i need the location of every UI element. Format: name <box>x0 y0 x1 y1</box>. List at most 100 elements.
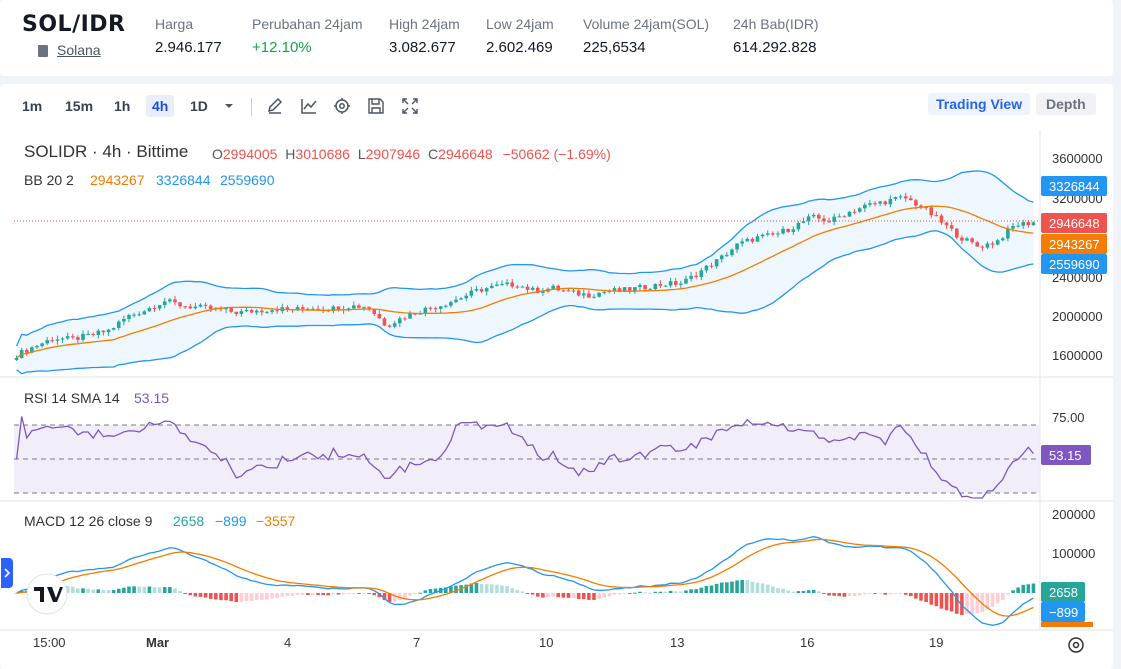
rsi-tag: 53.15 <box>1041 445 1091 465</box>
macd-hist-bar <box>546 593 550 598</box>
save-icon[interactable] <box>367 97 385 115</box>
candle-body <box>822 218 826 222</box>
candle-body <box>653 284 658 290</box>
macd-hist-bar <box>183 593 187 594</box>
candle-body <box>541 291 545 293</box>
candle-body <box>76 337 80 340</box>
depth-button[interactable]: Depth <box>1036 93 1096 115</box>
macd-hist-bar <box>295 593 300 595</box>
macd-histogram <box>14 579 1036 616</box>
stat-label: 24h Bab(IDR) <box>733 16 819 32</box>
macd-hist-bar <box>898 593 903 594</box>
candle-body <box>127 315 131 319</box>
candle-body <box>306 308 310 310</box>
macd-hist-bar <box>893 593 898 594</box>
price-tag-basis-text: 2943267 <box>1049 237 1100 252</box>
stat-volume: Volume 24jam(SOL) 225,6534 <box>583 16 709 56</box>
side-panel-toggle[interactable] <box>1 558 13 588</box>
candle-body <box>515 286 520 288</box>
macd-hist-bar <box>111 590 116 593</box>
candle-body <box>433 308 438 310</box>
macd-hist-bar <box>285 593 290 596</box>
macd-hist-bar <box>244 593 249 601</box>
chevron-down-icon[interactable] <box>222 99 236 113</box>
candle-body <box>331 306 336 312</box>
timeframe-15m[interactable]: 15m <box>65 98 94 114</box>
fullscreen-icon[interactable] <box>401 97 419 115</box>
time-tick: 4 <box>284 635 291 650</box>
timeframe-4h[interactable]: 4h <box>146 95 175 117</box>
macd-hist-bar <box>719 582 724 593</box>
macd-hist-bar <box>1006 593 1010 595</box>
price-tag-lower-text: 2559690 <box>1049 257 1100 272</box>
candle-body <box>975 242 980 247</box>
candle-body <box>285 307 290 310</box>
macd-hist-bar <box>331 593 336 595</box>
macd-legend-signal: −3557 <box>256 513 296 529</box>
candle-body <box>352 305 356 309</box>
chart-settings-icon[interactable] <box>1068 637 1084 653</box>
price-tag-last-text: 2946648 <box>1049 216 1100 231</box>
timeframe-1m[interactable]: 1m <box>22 98 43 114</box>
ticker-header: SOL/IDR Solana Harga 2.946.177 Perubahan… <box>0 0 1113 76</box>
bb-band-fill <box>16 170 1034 374</box>
gear-icon[interactable] <box>333 97 351 115</box>
macd-hist-bar <box>919 593 923 601</box>
macd-hist-bar <box>387 593 392 602</box>
timeframe-1h[interactable]: 1h <box>114 98 131 114</box>
candle-body <box>367 307 371 310</box>
trading-view-button[interactable]: Trading View <box>928 93 1031 115</box>
candle-body <box>377 314 382 319</box>
macd-hist-bar <box>602 593 606 598</box>
macd-hist-bar <box>709 585 714 593</box>
macd-hist-bar <box>311 593 315 595</box>
bb-legend-upper: 3326844 <box>156 172 211 188</box>
candle-body <box>612 288 617 292</box>
macd-hist-bar <box>627 593 632 594</box>
candle-body <box>91 333 95 335</box>
macd-hist-bar <box>444 587 448 593</box>
candle-body <box>903 196 908 199</box>
macd-hist-bar <box>229 593 233 602</box>
stat-value: +12.10% <box>252 39 312 56</box>
candle-body <box>1000 238 1005 241</box>
asset-link[interactable]: Solana <box>57 42 101 58</box>
candle-body <box>229 308 233 312</box>
candle-body <box>152 308 157 310</box>
candle-body <box>449 302 453 306</box>
macd-hist-bar <box>740 579 744 593</box>
candle-body <box>776 233 780 235</box>
candle-body <box>168 299 172 302</box>
macd-hist-bar <box>980 593 985 613</box>
candle-body <box>633 287 637 291</box>
macd-hist-bar <box>188 593 193 596</box>
macd-hist-bar <box>771 586 775 593</box>
candle-body <box>254 310 259 313</box>
candle-body <box>183 306 187 308</box>
price-tag-lower: 2559690 <box>1041 254 1107 274</box>
timeframe-1d[interactable]: 1D <box>190 98 208 114</box>
price-chart[interactable]: 3600000 3200000 2800000 2400000 2000000 … <box>0 130 1113 669</box>
macd-hist-bar <box>801 590 806 593</box>
bb-legend-basis: 2943267 <box>90 172 145 188</box>
candle-body <box>985 243 990 248</box>
candle-body <box>817 214 821 219</box>
macd-legend-title: MACD 12 26 close 9 <box>24 513 153 529</box>
candle-body <box>1031 222 1036 226</box>
candle-body <box>489 285 494 289</box>
toolbar-divider <box>251 98 252 116</box>
pencil-icon[interactable] <box>266 97 284 115</box>
indicator-icon[interactable] <box>300 97 318 115</box>
macd-hist-bar <box>617 593 622 595</box>
candle-body <box>106 329 111 333</box>
macd-hist-bar <box>367 593 371 594</box>
macd-hist-bar <box>433 588 438 593</box>
macd-hist-bar <box>1016 587 1020 593</box>
macd-hist-bar <box>1000 593 1005 600</box>
macd-hist-bar <box>214 593 218 600</box>
macd-hist-bar <box>495 584 499 593</box>
candle-body <box>939 215 944 223</box>
stat-label: Low 24jam <box>486 16 554 32</box>
macd-hist-bar <box>653 591 658 593</box>
candle-body <box>111 327 116 330</box>
